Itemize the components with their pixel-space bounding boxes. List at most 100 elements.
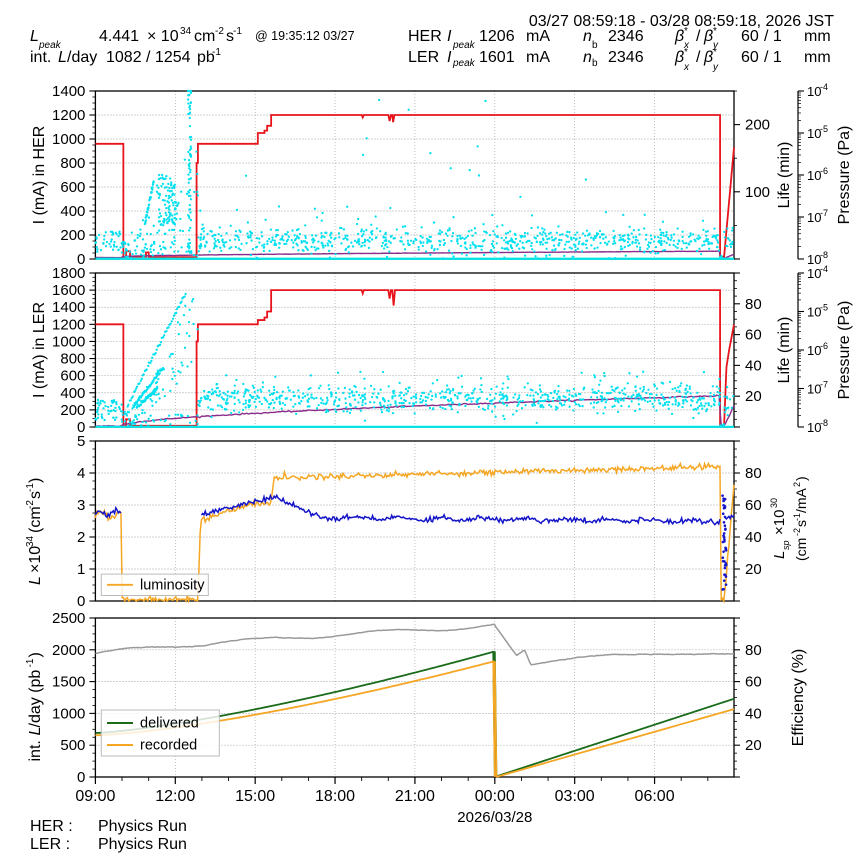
svg-text:n: n (583, 49, 592, 66)
svg-text:(cm: (cm (27, 506, 44, 533)
svg-text:2346: 2346 (608, 49, 644, 66)
svg-text:09:00: 09:00 (75, 788, 115, 805)
svg-text:-7: -7 (820, 208, 828, 218)
svg-text:60: 60 (741, 28, 759, 45)
svg-text:1082 / 1254: 1082 / 1254 (106, 49, 191, 66)
svg-text:80: 80 (745, 296, 762, 313)
svg-text:/day: /day (67, 49, 97, 66)
svg-text:80: 80 (745, 642, 762, 659)
svg-text:0: 0 (77, 593, 85, 610)
svg-text:34: 34 (25, 535, 36, 547)
svg-text:500: 500 (60, 737, 85, 754)
svg-text:20: 20 (745, 388, 762, 405)
svg-text:int.: int. (27, 740, 44, 761)
svg-text:@ 19:35:12 03/27: @ 19:35:12 03/27 (255, 29, 355, 43)
svg-text:mm: mm (804, 49, 831, 66)
svg-text:L: L (58, 49, 67, 66)
svg-text:-6: -6 (820, 341, 828, 351)
svg-text:): ) (27, 652, 44, 657)
svg-text:delivered: delivered (140, 716, 199, 732)
svg-text:Physics Run: Physics Run (98, 818, 187, 835)
svg-text:int.: int. (30, 49, 51, 66)
svg-text:(cm: (cm (793, 538, 809, 561)
svg-text:60: 60 (745, 327, 762, 344)
svg-text:-1: -1 (212, 47, 221, 58)
svg-text:1000: 1000 (52, 333, 85, 350)
svg-text:80: 80 (745, 465, 762, 482)
svg-text:×10: ×10 (27, 546, 44, 573)
svg-text:200: 200 (60, 402, 85, 419)
svg-text:*: * (684, 47, 688, 58)
svg-text:-8: -8 (820, 418, 828, 428)
svg-text:n: n (583, 28, 592, 45)
svg-text:*: * (713, 47, 717, 58)
svg-text:1601: 1601 (479, 49, 515, 66)
svg-text:/day (pb: /day (pb (27, 670, 44, 728)
svg-text:03:00: 03:00 (555, 788, 595, 805)
svg-text:06:00: 06:00 (635, 788, 675, 805)
svg-text:× 10: × 10 (147, 28, 179, 45)
svg-text:Pressure (Pa): Pressure (Pa) (836, 301, 853, 400)
svg-text:/: / (696, 49, 701, 66)
svg-text:40: 40 (745, 529, 762, 546)
svg-text:1600: 1600 (52, 282, 85, 299)
svg-text:800: 800 (60, 155, 85, 172)
svg-text:1000: 1000 (52, 131, 85, 148)
svg-text:Life (min): Life (min) (776, 317, 793, 384)
svg-text:HER: HER (408, 28, 442, 45)
svg-text:x: x (683, 62, 690, 73)
svg-text:100: 100 (745, 184, 770, 201)
svg-text:600: 600 (60, 368, 85, 385)
svg-text:mm: mm (804, 28, 831, 45)
svg-text:1200: 1200 (52, 107, 85, 124)
svg-text:-2: -2 (25, 500, 36, 509)
svg-text:Efficiency (%): Efficiency (%) (790, 649, 807, 747)
svg-text:b: b (592, 58, 598, 69)
svg-text:β: β (703, 28, 713, 45)
svg-text:y: y (712, 62, 719, 73)
svg-text:β: β (674, 28, 684, 45)
svg-text:I (mA) in LER: I (mA) in LER (31, 302, 48, 398)
svg-text:60: 60 (745, 497, 762, 514)
svg-text:18:00: 18:00 (315, 788, 355, 805)
svg-text:β: β (703, 49, 713, 66)
svg-text:-2: -2 (215, 26, 224, 37)
svg-text:): ) (27, 478, 44, 483)
svg-text:HER :: HER : (30, 818, 73, 835)
svg-text:34: 34 (180, 26, 192, 37)
svg-text:-5: -5 (820, 303, 828, 313)
svg-text:1: 1 (77, 561, 85, 578)
svg-text:): ) (793, 476, 809, 481)
svg-text:600: 600 (60, 179, 85, 196)
svg-text:I: I (447, 28, 452, 45)
svg-text:400: 400 (60, 203, 85, 220)
svg-text:peak: peak (452, 40, 476, 51)
svg-text:3: 3 (77, 497, 85, 514)
svg-text:03/27 08:59:18 - 03/28 08:59:1: 03/27 08:59:18 - 03/28 08:59:18, 2026 JS… (529, 13, 834, 30)
svg-text:1500: 1500 (52, 674, 85, 691)
svg-text:luminosity: luminosity (140, 578, 205, 594)
svg-text:0: 0 (77, 769, 85, 786)
svg-text:I (mA) in HER: I (mA) in HER (31, 126, 48, 225)
svg-text:1000: 1000 (52, 705, 85, 722)
svg-text:200: 200 (745, 117, 770, 134)
svg-text:sp: sp (781, 540, 791, 550)
svg-text:4.441: 4.441 (99, 28, 139, 45)
svg-text:1800: 1800 (52, 265, 85, 282)
svg-text:b: b (592, 40, 598, 51)
svg-text:2: 2 (77, 529, 85, 546)
svg-text:-1: -1 (25, 658, 36, 667)
svg-text:mA: mA (526, 28, 550, 45)
svg-text:4: 4 (77, 465, 85, 482)
svg-text:Physics Run: Physics Run (98, 836, 187, 853)
svg-text:/ 1: / 1 (764, 49, 782, 66)
svg-text:/: / (696, 28, 701, 45)
svg-text:L: L (771, 551, 788, 559)
svg-text:peak: peak (452, 58, 476, 69)
svg-text:-4: -4 (820, 264, 828, 274)
svg-text:12:00: 12:00 (155, 788, 195, 805)
svg-text:1200: 1200 (52, 316, 85, 333)
svg-text:β: β (674, 49, 684, 66)
svg-text:Life (min): Life (min) (776, 142, 793, 209)
svg-text:L: L (30, 28, 39, 45)
